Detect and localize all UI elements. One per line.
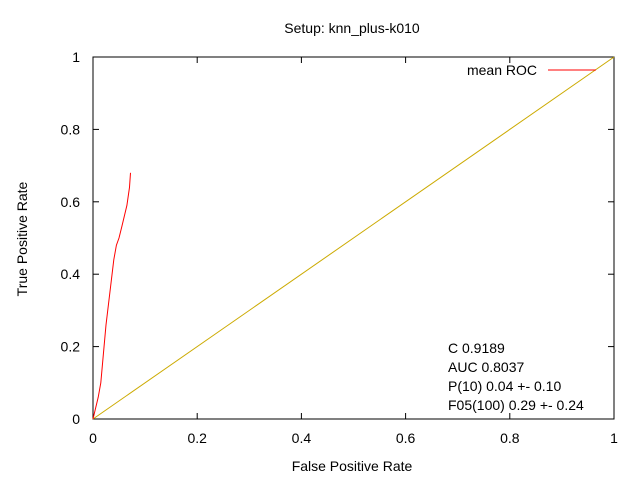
- x-tick-label: 0.4: [292, 430, 312, 446]
- axis-ticks: 0 0.2 0.4 0.6 0.8 1 0 0.2 0.4 0.6 0.8 1: [61, 49, 619, 446]
- annotations: C 0.9189 AUC 0.8037 P(10) 0.04 +- 0.10 F05(…: [448, 340, 584, 413]
- x-tick-label: 1: [610, 430, 618, 446]
- x-tick-label: 0.2: [187, 430, 207, 446]
- series-layer: [92, 56, 615, 420]
- annotation-line: P(10) 0.04 +- 0.10: [448, 378, 561, 394]
- y-tick-label: 0.6: [61, 194, 81, 210]
- annotation-line: F05(100) 0.29 +- 0.24: [448, 397, 584, 413]
- plot-frame: [92, 56, 615, 420]
- annotation-line: C 0.9189: [448, 340, 505, 356]
- y-tick-label: 0: [72, 411, 80, 427]
- chart-title: Setup: knn_plus-k010: [284, 20, 420, 36]
- y-tick-label: 1: [72, 49, 80, 65]
- x-tick-label: 0: [89, 430, 97, 446]
- x-tick-label: 0.8: [500, 430, 520, 446]
- y-tick-label: 0.4: [61, 266, 81, 282]
- series-line-diagonal: [92, 56, 615, 420]
- annotation-line: AUC 0.8037: [448, 359, 524, 375]
- legend: mean ROC: [467, 62, 596, 78]
- y-axis-label: True Positive Rate: [14, 181, 30, 296]
- x-tick-label: 0.6: [396, 430, 416, 446]
- x-axis-label: False Positive Rate: [292, 458, 413, 474]
- y-tick-label: 0.2: [61, 339, 81, 355]
- y-tick-label: 0.8: [61, 121, 81, 137]
- legend-entry-label: mean ROC: [467, 62, 537, 78]
- series-line-mean-roc: [92, 172, 131, 420]
